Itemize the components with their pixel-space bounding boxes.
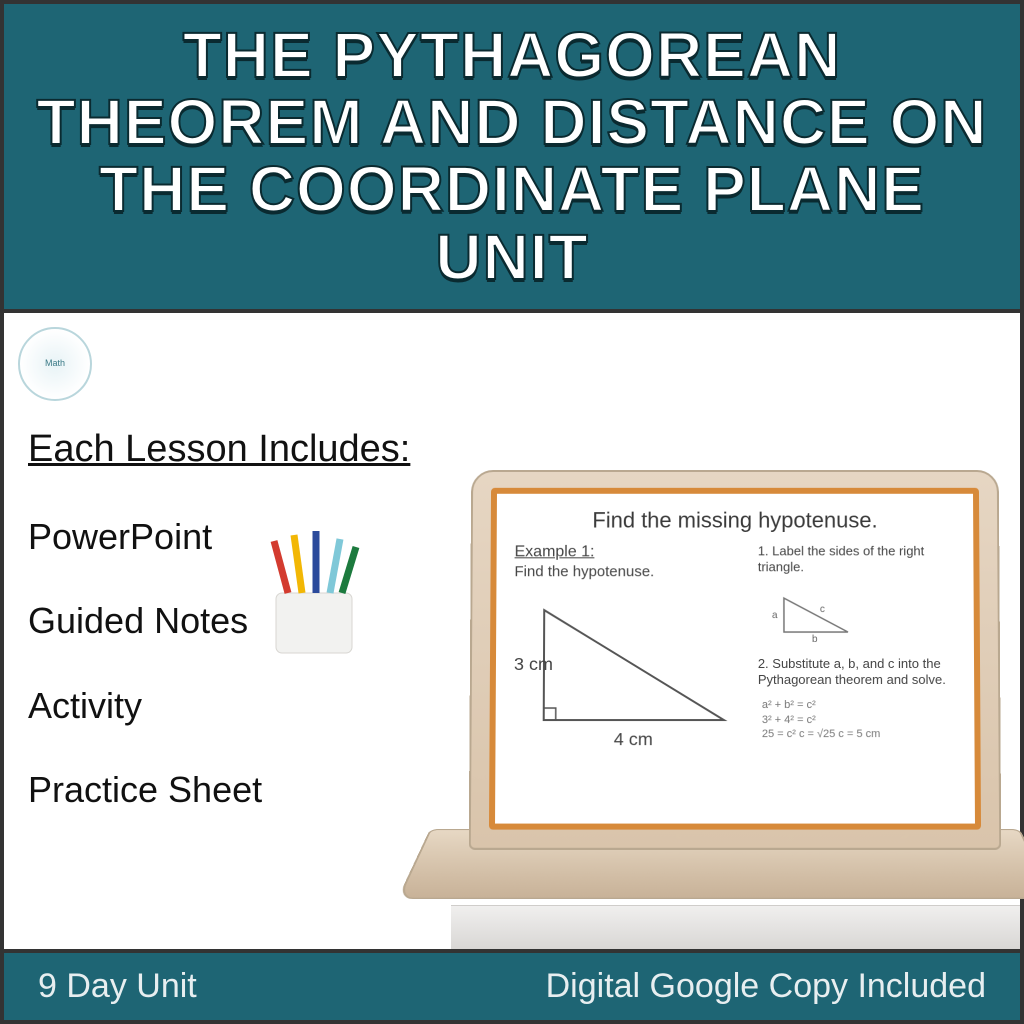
slide-columns: Example 1: Find the hypotenuse. 3 cm 4 c… [513,543,956,760]
svg-text:c: c [820,604,825,615]
svg-text:a: a [772,610,778,621]
includes-heading: Each Lesson Includes: [28,423,441,476]
right-panel: Find the missing hypotenuse. Example 1: … [451,313,1020,949]
laptop-screen: Find the missing hypotenuse. Example 1: … [489,488,981,830]
product-card: THE PYTHAGOREAN THEOREM AND DISTANCE ON … [0,0,1024,1024]
equation-line: 3² + 4² = c² [762,713,957,727]
example-text: Find the hypotenuse. [514,563,743,580]
equation-line: a² + b² = c² [762,698,956,712]
list-item: Activity [28,681,441,731]
body-area: Math Each Lesson Includes: PowerPoint Gu… [4,313,1020,949]
left-panel: Each Lesson Includes: PowerPoint Guided … [4,313,451,949]
footer-banner: 9 Day Unit Digital Google Copy Included [4,949,1020,1020]
mini-triangle-icon: a b c [770,590,860,644]
header-banner: THE PYTHAGOREAN THEOREM AND DISTANCE ON … [4,4,1020,313]
example-label: Example 1: [515,543,744,561]
footer-left: 9 Day Unit [38,967,197,1006]
laptop-lid: Find the missing hypotenuse. Example 1: … [469,470,1002,850]
slide-left: Example 1: Find the hypotenuse. 3 cm 4 c… [513,543,743,760]
triangle-diagram: 3 cm 4 cm [513,590,744,760]
list-item: Practice Sheet [28,765,441,815]
side-b-label: 4 cm [614,729,653,749]
laptop-mockup: Find the missing hypotenuse. Example 1: … [430,469,1020,949]
footer-right: Digital Google Copy Included [546,967,986,1006]
side-a-label: 3 cm [514,654,553,674]
pencil-cup-icon [244,523,384,663]
slide-right: 1. Label the sides of the right triangle… [758,543,957,760]
slide-title: Find the missing hypotenuse. [515,508,956,534]
main-title: THE PYTHAGOREAN THEOREM AND DISTANCE ON … [24,22,1000,291]
step-1: 1. Label the sides of the right triangle… [758,543,956,575]
equation-line: 25 = c² c = √25 c = 5 cm [762,727,957,741]
step-2: 2. Substitute a, b, and c into the Pytha… [758,656,956,689]
svg-text:b: b [812,634,818,644]
